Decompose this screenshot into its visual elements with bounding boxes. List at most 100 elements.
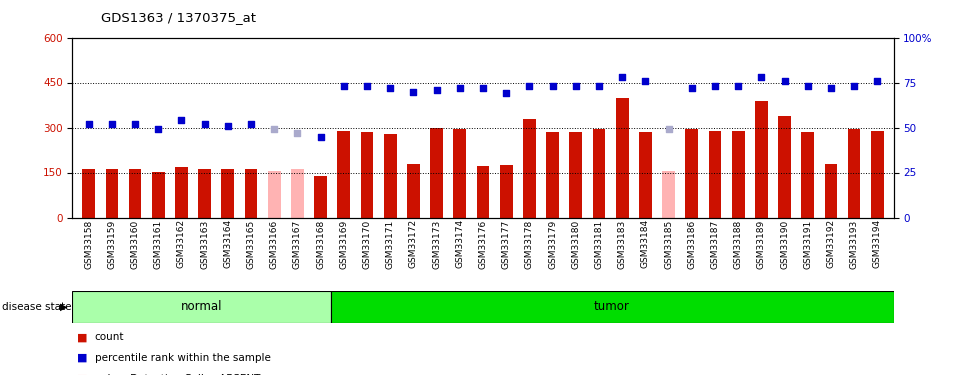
Text: GSM33183: GSM33183 xyxy=(617,219,627,268)
Bar xyxy=(755,100,768,218)
Text: GSM33159: GSM33159 xyxy=(107,219,116,268)
Bar xyxy=(592,129,606,218)
Bar xyxy=(569,132,582,218)
Text: GSM33179: GSM33179 xyxy=(548,219,557,268)
Text: value, Detection Call = ABSENT: value, Detection Call = ABSENT xyxy=(95,374,260,375)
Bar xyxy=(476,166,490,218)
Text: GSM33172: GSM33172 xyxy=(409,219,418,268)
Point xyxy=(684,85,699,91)
Point xyxy=(151,126,166,132)
Point xyxy=(174,117,189,123)
Point xyxy=(243,121,259,127)
Text: GSM33164: GSM33164 xyxy=(223,219,233,268)
Bar xyxy=(871,130,884,218)
Text: GSM33192: GSM33192 xyxy=(827,219,836,268)
Point xyxy=(104,121,120,127)
Bar xyxy=(825,164,838,218)
Text: GSM33158: GSM33158 xyxy=(84,219,93,268)
Point xyxy=(128,121,143,127)
Text: GSM33166: GSM33166 xyxy=(270,219,279,268)
Bar xyxy=(662,171,675,217)
Text: GSM33169: GSM33169 xyxy=(339,219,349,268)
Point xyxy=(406,88,421,94)
Text: ▶: ▶ xyxy=(60,302,68,312)
Bar xyxy=(314,176,327,217)
Text: GSM33178: GSM33178 xyxy=(525,219,534,268)
Point xyxy=(197,121,213,127)
Bar xyxy=(175,166,187,218)
Bar xyxy=(848,129,861,218)
Point xyxy=(81,121,97,127)
Text: GSM33167: GSM33167 xyxy=(293,219,302,268)
Point xyxy=(614,74,630,80)
Bar xyxy=(430,128,443,218)
Bar xyxy=(291,169,304,217)
Bar xyxy=(244,169,257,217)
Bar xyxy=(198,169,211,217)
Bar xyxy=(453,129,467,218)
Text: GSM33180: GSM33180 xyxy=(571,219,581,268)
Bar xyxy=(407,164,420,218)
Bar xyxy=(105,169,118,217)
Text: disease state: disease state xyxy=(2,302,71,312)
Text: GSM33168: GSM33168 xyxy=(316,219,326,268)
Bar xyxy=(709,130,722,218)
Point xyxy=(661,126,676,132)
Text: ■: ■ xyxy=(77,353,88,363)
Point xyxy=(313,134,328,140)
Text: GSM33188: GSM33188 xyxy=(733,219,743,268)
Point xyxy=(475,85,491,91)
Text: GSM33191: GSM33191 xyxy=(803,219,812,268)
Text: GSM33181: GSM33181 xyxy=(594,219,604,268)
Bar xyxy=(615,98,629,218)
Bar xyxy=(639,132,652,218)
Text: GSM33170: GSM33170 xyxy=(362,219,372,268)
Text: GSM33162: GSM33162 xyxy=(177,219,186,268)
Text: GSM33163: GSM33163 xyxy=(200,219,210,268)
Point xyxy=(522,83,537,89)
Point xyxy=(846,83,862,89)
Text: GSM33174: GSM33174 xyxy=(455,219,465,268)
Point xyxy=(638,78,653,84)
Bar xyxy=(360,132,374,218)
Bar xyxy=(152,172,164,217)
Point xyxy=(220,123,236,129)
Text: GSM33184: GSM33184 xyxy=(640,219,650,268)
Point xyxy=(290,130,305,136)
Text: GDS1363 / 1370375_at: GDS1363 / 1370375_at xyxy=(101,11,256,24)
Text: percentile rank within the sample: percentile rank within the sample xyxy=(95,353,270,363)
Point xyxy=(800,83,815,89)
Point xyxy=(777,78,792,84)
Point xyxy=(753,74,769,80)
Bar xyxy=(337,130,351,218)
Bar xyxy=(72,291,330,322)
Point xyxy=(869,78,885,84)
Text: count: count xyxy=(95,333,125,342)
Point xyxy=(336,83,352,89)
Point xyxy=(267,126,282,132)
Point xyxy=(730,83,746,89)
Bar xyxy=(732,130,745,218)
Text: GSM33187: GSM33187 xyxy=(710,219,720,268)
Text: GSM33176: GSM33176 xyxy=(478,219,488,268)
Point xyxy=(498,90,514,96)
Text: GSM33190: GSM33190 xyxy=(780,219,789,268)
Bar xyxy=(268,171,281,217)
Text: tumor: tumor xyxy=(594,300,630,313)
Bar xyxy=(546,132,559,218)
Bar xyxy=(221,169,234,217)
Bar xyxy=(685,129,698,218)
Bar xyxy=(384,134,397,218)
Text: GSM33173: GSM33173 xyxy=(432,219,441,268)
Text: GSM33185: GSM33185 xyxy=(664,219,673,268)
Point xyxy=(591,83,607,89)
Text: ■: ■ xyxy=(77,374,88,375)
Bar xyxy=(128,169,141,217)
Text: GSM33171: GSM33171 xyxy=(385,219,395,268)
Bar xyxy=(523,118,536,218)
Point xyxy=(383,85,398,91)
Text: ■: ■ xyxy=(77,333,88,342)
Point xyxy=(823,85,838,91)
Text: GSM33177: GSM33177 xyxy=(501,219,511,268)
Text: GSM33189: GSM33189 xyxy=(756,219,766,268)
